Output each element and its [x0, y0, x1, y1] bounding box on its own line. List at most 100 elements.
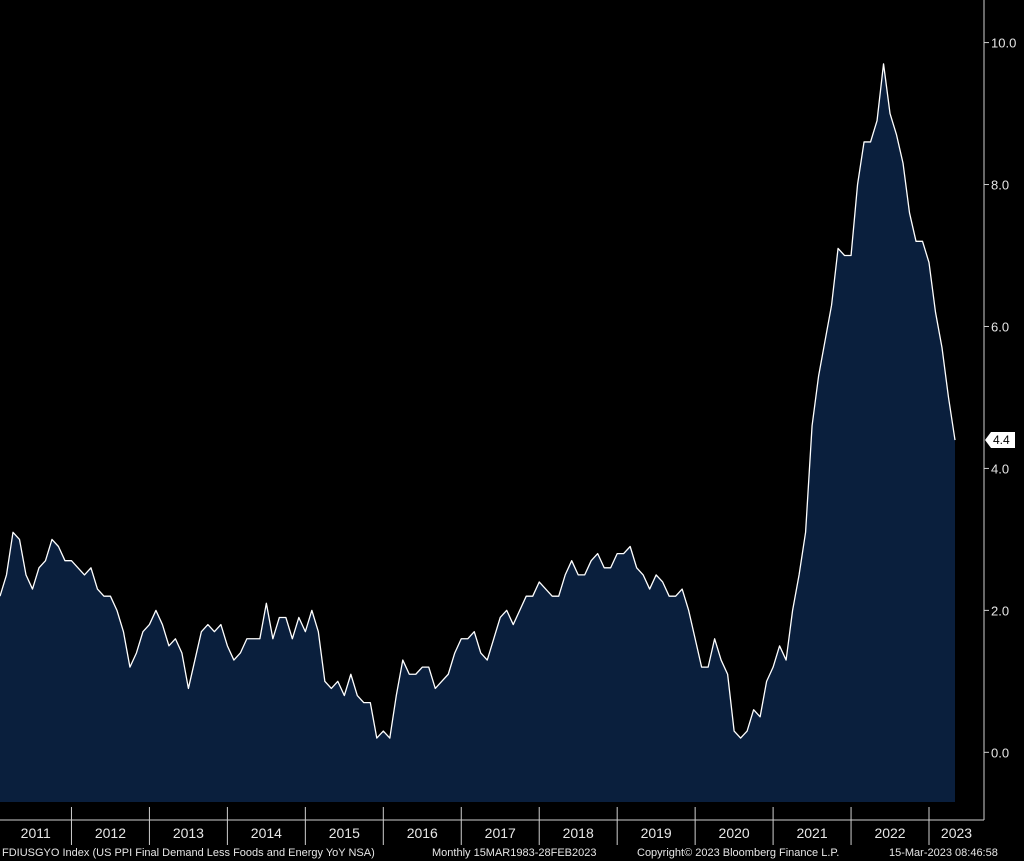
data-point [551, 595, 554, 598]
data-point [115, 609, 118, 612]
data-point [200, 630, 203, 633]
data-point [668, 595, 671, 598]
data-point [434, 687, 437, 690]
x-tick-label: 2012 [95, 825, 126, 841]
data-point [655, 573, 658, 576]
data-point [161, 623, 164, 626]
y-tick-label: 2.0 [991, 603, 1009, 618]
data-point [37, 566, 40, 569]
data-point [11, 531, 14, 534]
data-point [388, 737, 391, 740]
data-point [694, 637, 697, 640]
data-point [830, 304, 833, 307]
data-point [499, 616, 502, 619]
data-point [213, 630, 216, 633]
data-point [577, 573, 580, 576]
data-point [941, 346, 944, 349]
data-point [395, 694, 398, 697]
data-point [778, 644, 781, 647]
data-point [479, 651, 482, 654]
data-point [837, 247, 840, 250]
data-point [700, 666, 703, 669]
data-point [206, 623, 209, 626]
data-point [635, 566, 638, 569]
data-point [739, 737, 742, 740]
x-tick-label: 2015 [329, 825, 360, 841]
data-point [408, 673, 411, 676]
data-point [440, 680, 443, 683]
data-point [726, 673, 729, 676]
chart-footer: FDIUSGYO Index (US PPI Final Demand Less… [0, 845, 1024, 861]
data-point [512, 623, 515, 626]
footer-timestamp: 15-Mar-2023 08:46:58 [889, 847, 998, 859]
x-tick-label: 2023 [941, 825, 972, 841]
data-point [473, 630, 476, 633]
data-point [265, 602, 268, 605]
data-point [674, 595, 677, 598]
footer-range: Monthly 15MAR1983-28FEB2023 [432, 847, 597, 859]
data-point [291, 637, 294, 640]
data-point [785, 659, 788, 662]
data-point [245, 637, 248, 640]
data-point [746, 730, 749, 733]
data-point [856, 183, 859, 186]
data-point [102, 595, 105, 598]
data-point [466, 637, 469, 640]
data-point [70, 559, 73, 562]
data-point [414, 673, 417, 676]
data-point [362, 701, 365, 704]
y-tick-label: 8.0 [991, 178, 1009, 193]
data-point [947, 396, 950, 399]
data-point [382, 730, 385, 733]
x-tick-label: 2016 [407, 825, 438, 841]
y-tick-label: 4.0 [991, 461, 1009, 476]
data-point [843, 254, 846, 257]
data-point [369, 701, 372, 704]
data-point [174, 637, 177, 640]
data-point [232, 659, 235, 662]
data-point [226, 644, 229, 647]
data-point [811, 424, 814, 427]
series-area [0, 63, 955, 802]
last-value-label: 4.4 [993, 433, 1010, 447]
data-point [44, 559, 47, 562]
data-point [271, 637, 274, 640]
data-point [616, 552, 619, 555]
data-point [154, 609, 157, 612]
data-point [869, 140, 872, 143]
data-point [278, 616, 281, 619]
data-point [505, 609, 508, 612]
data-point [24, 573, 27, 576]
data-point [76, 566, 79, 569]
data-point [687, 609, 690, 612]
data-point [850, 254, 853, 257]
data-point [375, 737, 378, 740]
data-point [603, 566, 606, 569]
data-point [304, 630, 307, 633]
data-point [921, 240, 924, 243]
data-point [733, 730, 736, 733]
data-point [96, 588, 99, 591]
x-tick-label: 2018 [563, 825, 594, 841]
data-point [219, 623, 222, 626]
data-point [863, 140, 866, 143]
series-line [0, 63, 956, 739]
data-point [622, 552, 625, 555]
footer-copyright: Copyright© 2023 Bloomberg Finance L.P. [637, 847, 840, 859]
data-point [453, 651, 456, 654]
data-point [752, 708, 755, 711]
last-value-flag [985, 432, 1015, 449]
data-point [63, 559, 66, 562]
data-point [648, 588, 651, 591]
data-point [50, 538, 53, 541]
data-point [330, 687, 333, 690]
data-point [492, 637, 495, 640]
data-point [109, 595, 112, 598]
y-tick-label: 0.0 [991, 745, 1009, 760]
data-point [661, 580, 664, 583]
data-point [486, 659, 489, 662]
data-point [323, 680, 326, 683]
data-point [772, 666, 775, 669]
data-point [642, 573, 645, 576]
